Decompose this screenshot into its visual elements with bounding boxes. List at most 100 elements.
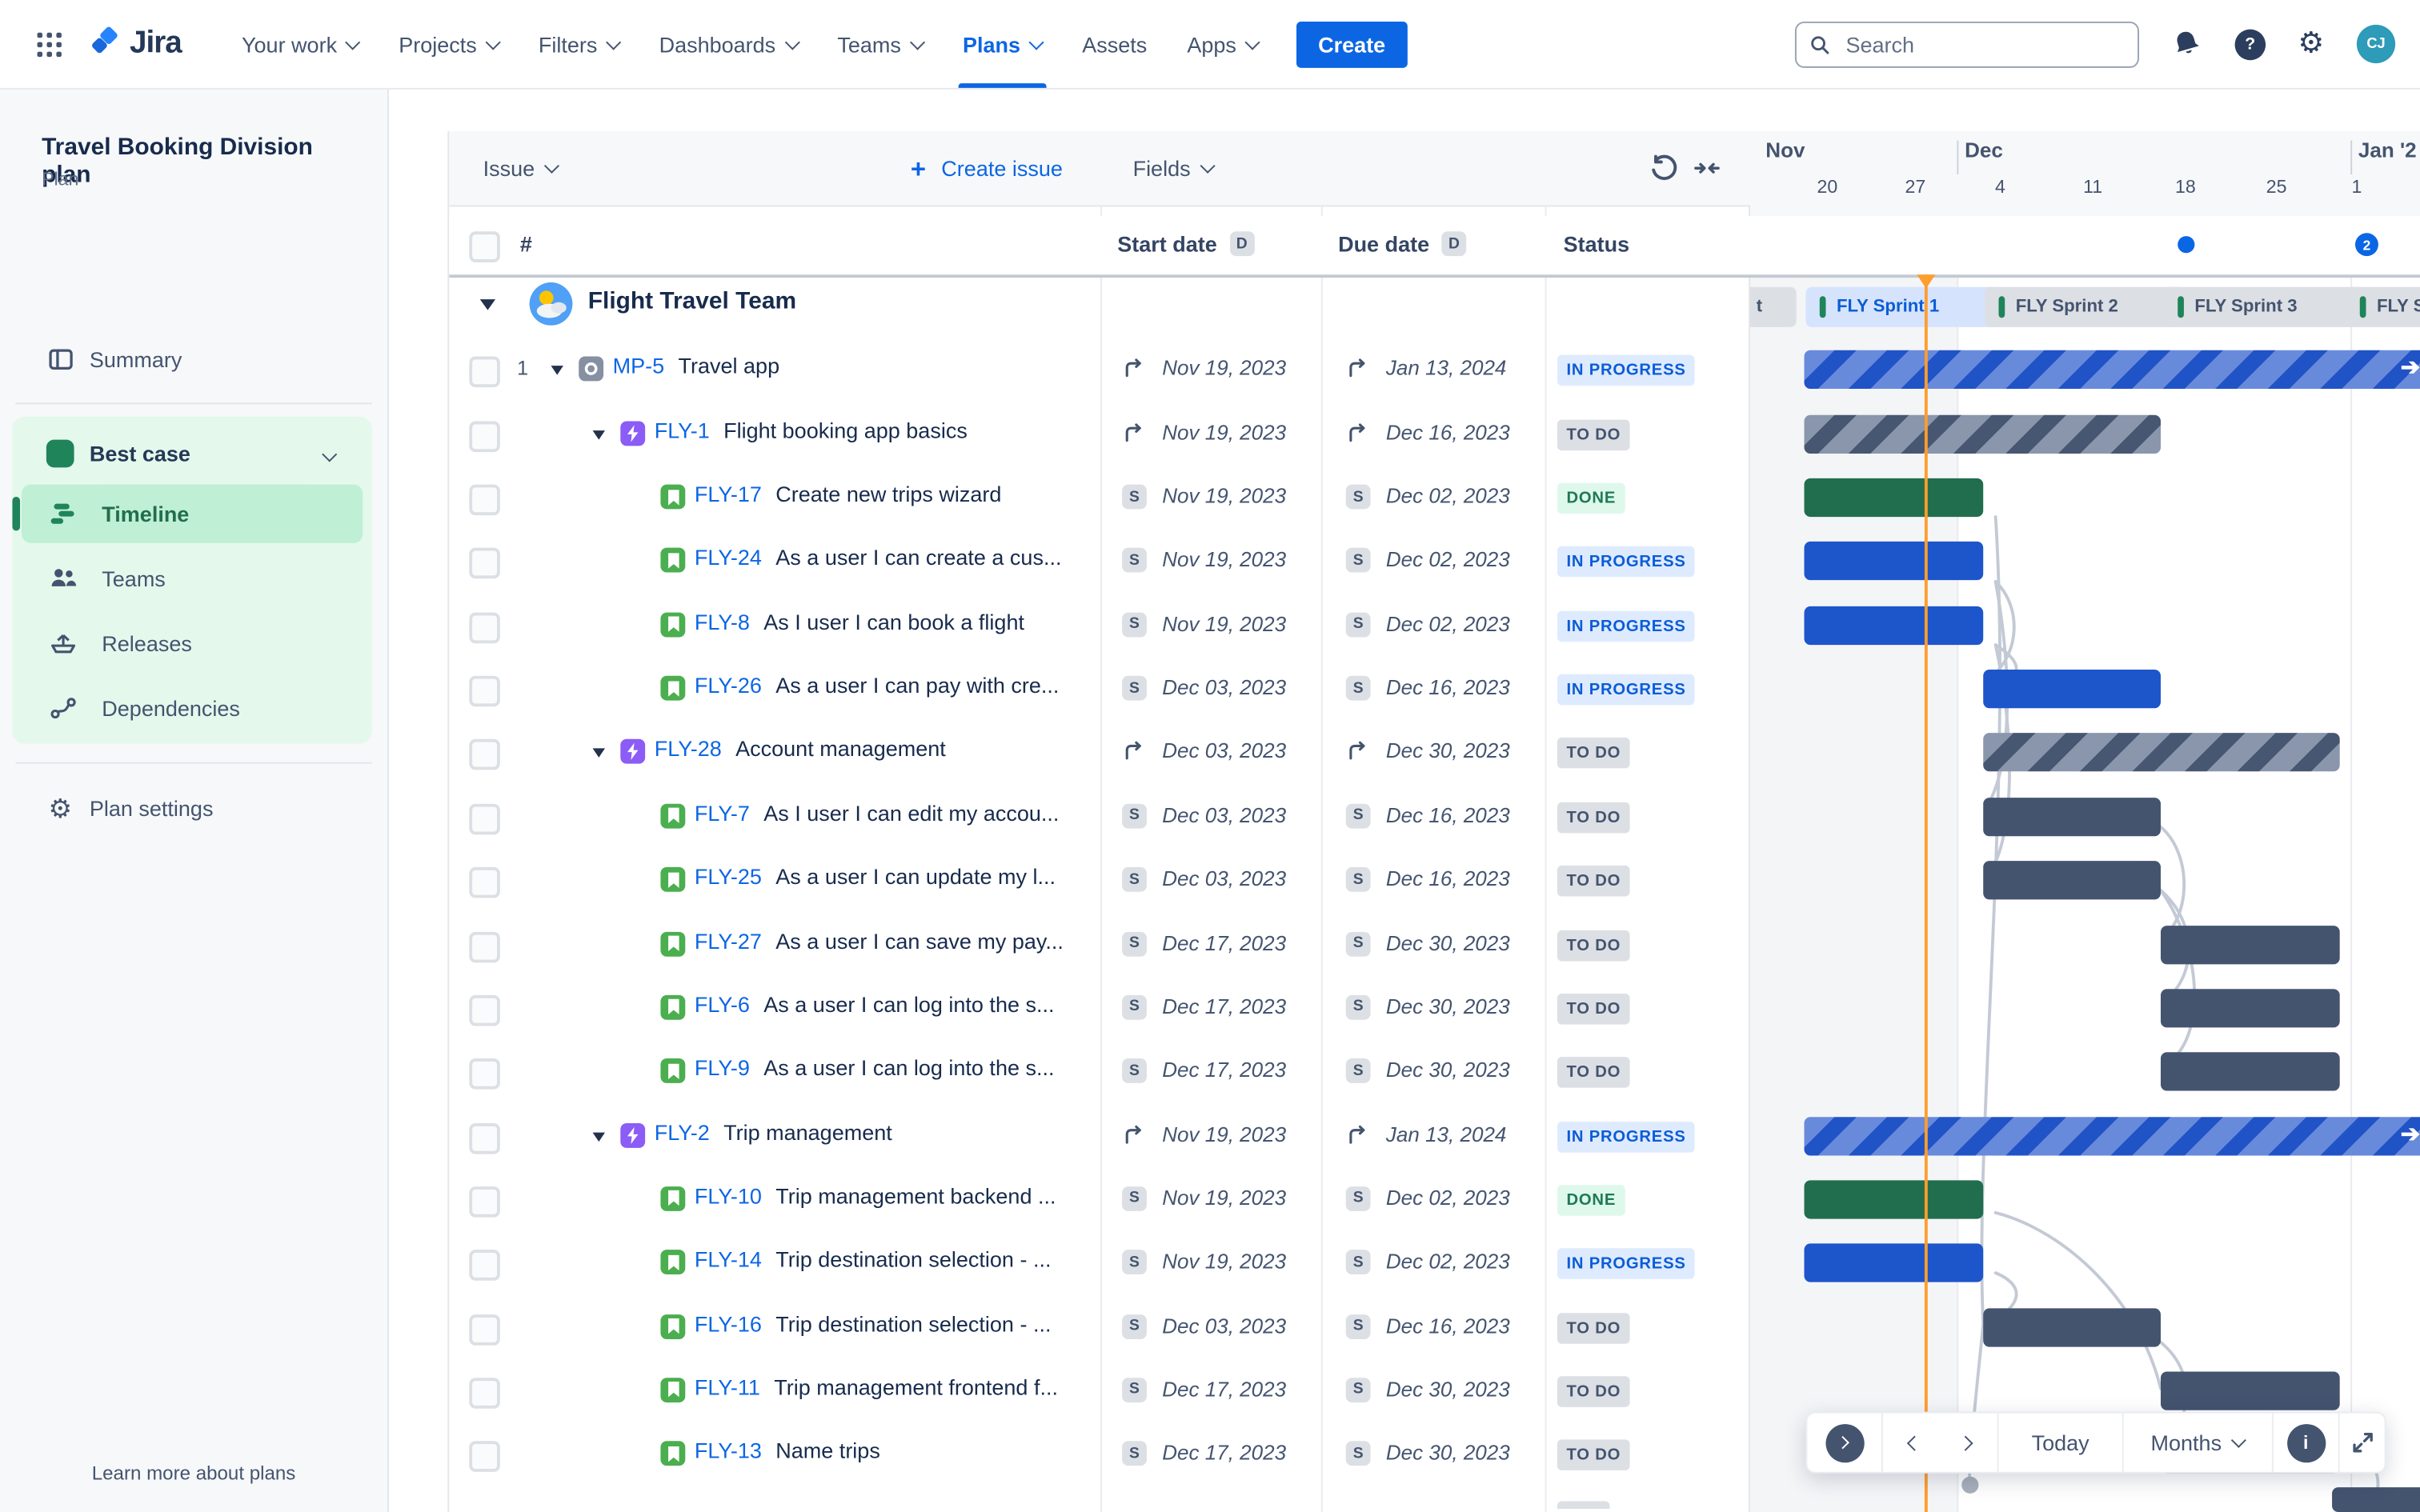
nav-item-dashboards[interactable]: Dashboards	[639, 0, 818, 88]
start-date-cell[interactable]: Nov 19, 2023	[1100, 338, 1321, 402]
gantt-bar[interactable]	[1804, 1243, 1983, 1283]
release-marker-dot[interactable]	[2178, 236, 2195, 254]
start-date-cell[interactable]: Dec 03, 2023	[1100, 721, 1321, 785]
row-checkbox[interactable]	[469, 1250, 500, 1282]
issue-key-link[interactable]: FLY-28	[654, 736, 722, 762]
user-avatar[interactable]: CJ	[2356, 24, 2396, 64]
sidebar-item-plan-settings[interactable]: ⚙ Plan settings	[0, 782, 387, 835]
search-box[interactable]	[1794, 21, 2139, 67]
start-date-cell[interactable]: S Nov 19, 2023	[1100, 530, 1321, 594]
row-checkbox[interactable]	[469, 548, 500, 579]
gantt-bar[interactable]	[1804, 1180, 1983, 1219]
learn-more-link[interactable]: Learn more about plans	[91, 1462, 296, 1485]
gantt-bar[interactable]	[1982, 797, 2162, 836]
due-date-cell[interactable]: S Dec 02, 2023	[1321, 1231, 1545, 1295]
gantt-bar[interactable]	[1804, 478, 1983, 518]
sidebar-item-dependencies[interactable]: Dependencies	[22, 679, 363, 738]
due-date-cell[interactable]: Jan 13, 2024	[1321, 1104, 1545, 1168]
issue-key-link[interactable]: FLY-24	[694, 545, 762, 570]
start-date-cell[interactable]: S Nov 19, 2023	[1100, 466, 1321, 530]
row-checkbox[interactable]	[469, 1441, 500, 1473]
table-row[interactable]: FLY-7 As I user I can edit my accou... S De…	[449, 785, 1750, 849]
due-date-cell[interactable]: S Dec 16, 2023	[1321, 785, 1545, 849]
collapse-panel-icon[interactable]	[1693, 131, 1721, 206]
issue-key-link[interactable]: FLY-6	[694, 991, 750, 1017]
issue-dropdown[interactable]: Issue	[483, 131, 560, 206]
issue-key-link[interactable]: FLY-26	[694, 673, 762, 698]
table-row[interactable]: FLY-25 As a user I can update my l... S Dec…	[449, 849, 1750, 913]
table-row[interactable]: FLY-13 Name trips S Dec 17, 2023 S Dec 30, 20…	[449, 1423, 1750, 1487]
table-row[interactable]: FLY-27 As a user I can save my pay... S Dec…	[449, 913, 1750, 977]
gantt-bar[interactable]: ➔	[1804, 350, 2420, 390]
sidebar-item-teams[interactable]: Teams	[22, 550, 363, 608]
gantt-bar[interactable]	[1982, 861, 2162, 900]
nav-item-filters[interactable]: Filters	[519, 0, 639, 88]
team-group-row[interactable]: Flight Travel Team	[449, 274, 1750, 338]
start-date-cell[interactable]: S Dec 03, 2023	[1100, 658, 1321, 722]
table-row[interactable]: FLY-2 Trip management Nov 19, 2023 Jan 13, …	[449, 1104, 1750, 1168]
status-badge[interactable]: DONE	[1557, 1184, 1625, 1216]
row-checkbox[interactable]	[469, 867, 500, 898]
table-row[interactable]: FLY-8 As I user I can book a flight S Nov 1…	[449, 594, 1750, 658]
issue-key-link[interactable]: FLY-2	[654, 1119, 710, 1145]
status-badge[interactable]: IN PROGRESS	[1557, 674, 1696, 706]
collapse-chevron-icon[interactable]	[551, 366, 563, 382]
collapse-chevron-icon[interactable]	[592, 430, 605, 445]
start-date-cell[interactable]: S Nov 19, 2023	[1100, 594, 1321, 658]
select-all-checkbox[interactable]	[469, 231, 500, 262]
due-date-cell[interactable]: Jan 13, 2024	[1321, 338, 1545, 402]
issue-key-link[interactable]: FLY-25	[694, 864, 762, 890]
app-switcher-icon[interactable]	[25, 19, 74, 69]
fields-dropdown[interactable]: Fields	[1133, 131, 1216, 206]
due-date-cell[interactable]: S Dec 30, 2023	[1321, 1040, 1545, 1104]
issue-key-link[interactable]: FLY-17	[694, 481, 762, 506]
due-date-cell[interactable]: S Dec 30, 2023	[1321, 976, 1545, 1040]
status-badge[interactable]: DONE	[1557, 482, 1625, 514]
table-row[interactable]: FLY-26 As a user I can pay with cre... S De…	[449, 658, 1750, 722]
issue-key-link[interactable]: FLY-8	[694, 609, 750, 634]
nav-item-apps[interactable]: Apps	[1167, 0, 1278, 88]
start-date-cell[interactable]: S Nov 19, 2023	[1100, 1231, 1321, 1295]
row-checkbox[interactable]	[469, 930, 500, 962]
sidebar-item-releases[interactable]: Releases	[22, 614, 363, 673]
issue-key-link[interactable]: MP-5	[612, 354, 665, 379]
issue-key-link[interactable]: FLY-14	[694, 1246, 762, 1272]
sidebar-item-summary[interactable]: Summary	[0, 334, 387, 386]
table-row[interactable]: FLY-16 Trip destination selection - ... S D…	[449, 1295, 1750, 1359]
nav-item-assets[interactable]: Assets	[1082, 31, 1148, 57]
issue-key-link[interactable]: FLY-27	[694, 928, 762, 953]
info-button[interactable]: i	[2274, 1423, 2338, 1462]
scroll-left-button[interactable]	[1883, 1434, 1940, 1450]
table-row[interactable]: FLY-28 Account management Dec 03, 2023 Dec …	[449, 721, 1750, 785]
due-date-cell[interactable]: S Dec 02, 2023	[1321, 1168, 1545, 1232]
collapse-chevron-icon[interactable]	[592, 749, 605, 764]
status-badge[interactable]: IN PROGRESS	[1557, 355, 1696, 386]
due-date-cell[interactable]: S Dec 16, 2023	[1321, 1295, 1545, 1359]
nav-item-plans[interactable]: Plans	[943, 0, 1062, 88]
start-date-cell[interactable]: S Dec 17, 2023	[1100, 913, 1321, 977]
due-date-cell[interactable]: S Dec 02, 2023	[1321, 530, 1545, 594]
search-input[interactable]	[1842, 30, 2081, 58]
row-checkbox[interactable]	[469, 420, 500, 452]
row-checkbox[interactable]	[469, 612, 500, 643]
create-button[interactable]: Create	[1296, 21, 1408, 67]
today-button[interactable]: Today	[2031, 1430, 2089, 1455]
row-checkbox[interactable]	[469, 1186, 500, 1218]
due-date-cell[interactable]: S Dec 02, 2023	[1321, 594, 1545, 658]
status-badge[interactable]: TO DO	[1557, 993, 1630, 1025]
status-badge[interactable]: IN PROGRESS	[1557, 546, 1696, 578]
notifications-bell-icon[interactable]	[2171, 29, 2202, 60]
row-checkbox[interactable]	[469, 1314, 500, 1345]
start-date-cell[interactable]: S Nov 19, 2023	[1100, 1168, 1321, 1232]
nav-item-your-work[interactable]: Your work	[222, 0, 379, 88]
start-date-cell[interactable]: Nov 19, 2023	[1100, 402, 1321, 466]
gantt-bar[interactable]	[1982, 670, 2162, 709]
status-badge[interactable]: TO DO	[1557, 929, 1630, 961]
table-row[interactable]: FLY-6 As a user I can log into the s... S D…	[449, 976, 1750, 1040]
scroll-right-button[interactable]	[1940, 1434, 1997, 1450]
status-badge[interactable]: IN PROGRESS	[1557, 1121, 1696, 1152]
status-badge[interactable]: TO DO	[1557, 738, 1630, 770]
gantt-bar[interactable]	[2161, 1052, 2340, 1091]
due-date-cell[interactable]: S Dec 16, 2023	[1321, 849, 1545, 913]
table-row[interactable]: FLY-9 As a user I can log into the s... S D…	[449, 1040, 1750, 1104]
